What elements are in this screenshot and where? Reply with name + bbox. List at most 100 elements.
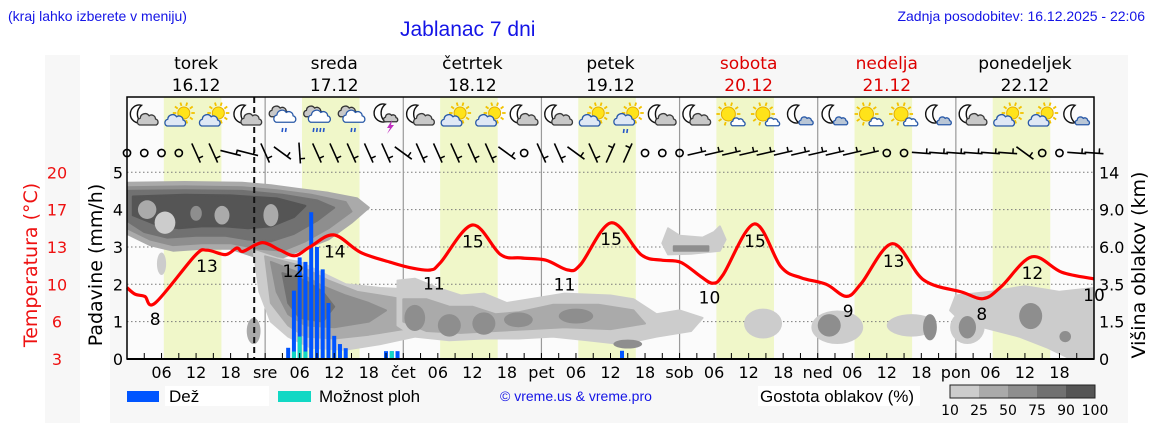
cloud-density-scale: 10 25 50 75 90 100 [941, 384, 1109, 419]
precip-tick-label: 0 [113, 350, 123, 369]
x-hour-label: 06 [704, 363, 724, 382]
x-hour-label: 12 [600, 363, 620, 382]
wind-barb-icon [929, 148, 949, 155]
cloud-density-spot [958, 316, 977, 339]
x-hour-label: 18 [635, 363, 655, 382]
wind-barb-icon [791, 146, 810, 156]
wind-barb-icon [536, 143, 549, 163]
cloud-density-spot [472, 312, 496, 335]
cloud-height-tick-label: 14 [1099, 163, 1119, 182]
copyright-link[interactable]: © vreme.us & vreme.pro [500, 388, 652, 404]
cloud-density-spot [923, 314, 937, 341]
temperature-axis-panel [45, 55, 80, 423]
cloud-density-spot [154, 211, 176, 234]
wind-barb-icon [329, 143, 342, 163]
density-swatch [1066, 385, 1095, 398]
wind-barb-icon [346, 143, 359, 163]
weather-icons-row [129, 102, 1091, 134]
day-name: četrtek [442, 54, 503, 74]
wind-barb-icon [432, 143, 446, 163]
x-hour-label: 06 [980, 363, 1000, 382]
moon-cloud-icon [544, 104, 574, 126]
cloud-density-spot [744, 308, 783, 339]
x-hour-label: 12 [1015, 363, 1035, 382]
day-name: sobota [720, 54, 778, 74]
moon-small-cloud-icon [1063, 104, 1091, 126]
temperature-tick-label: 3 [52, 350, 62, 369]
wind-barb-icon [808, 146, 828, 156]
moon-cloud-icon [958, 104, 988, 126]
temperature-tick-label: 10 [47, 275, 67, 294]
precipitation-bars [286, 212, 625, 359]
rain-bar [303, 261, 308, 359]
wind-barb-icon [450, 143, 463, 163]
wind-barb-icon [842, 146, 862, 156]
x-hour-label: 06 [566, 363, 586, 382]
shower-bar [291, 351, 296, 359]
cloud-height-tick-label: 1.5 [1099, 313, 1124, 332]
x-hour-label: 12 [186, 363, 206, 382]
temperature-value-label: 15 [600, 230, 622, 250]
wind-barb-icon [588, 143, 601, 163]
cloud-density-spot [156, 252, 167, 275]
rain-bar [326, 302, 331, 359]
temperature-value-label: 12 [283, 262, 305, 282]
wind-barb-icon [273, 146, 292, 160]
rain-bar [343, 348, 348, 359]
sun-small-cloud-icon [854, 102, 884, 127]
wind-calm-icon [519, 148, 529, 158]
density-swatch [979, 385, 1008, 398]
cloud-density-spot [404, 304, 426, 331]
x-hour-label: 06 [428, 363, 448, 382]
cloud-density-spot [558, 308, 594, 324]
cloud-density-spot [190, 205, 202, 221]
x-hour-label: 18 [220, 363, 240, 382]
rain-light-icon [268, 105, 297, 133]
density-label-box [758, 386, 920, 406]
shower-swatch [278, 391, 311, 402]
temperature-tick-label: 13 [47, 238, 67, 257]
temperature-value-label: 10 [699, 288, 721, 308]
wind-barb-icon [237, 149, 259, 157]
wind-barb-icon [739, 146, 759, 156]
rain-bar [297, 257, 302, 359]
x-hour-label: 06 [151, 363, 171, 382]
temperature-value-label: 8 [976, 305, 987, 325]
wind-barb-icon [1067, 148, 1087, 155]
density-step-label: 90 [1057, 403, 1075, 419]
sun-small-cloud-icon [716, 102, 746, 127]
x-hour-label: 18 [911, 363, 931, 382]
cloud-height-tick-label: 0 [1099, 350, 1109, 369]
wind-calm-icon [1037, 148, 1047, 158]
rain-bar [337, 344, 342, 359]
wind-barb-icon [1015, 146, 1034, 160]
moon-small-cloud-icon [821, 104, 849, 126]
wind-calm-icon [882, 148, 892, 158]
wind-barb-icon [497, 146, 516, 160]
temperature-tick-label: 6 [52, 313, 62, 332]
cloud-density-region [672, 245, 710, 252]
rain-swatch [127, 391, 159, 402]
sun-cloud-rain-icon [613, 102, 644, 134]
wind-barb-icon [467, 143, 480, 163]
sun-small-cloud-icon [889, 102, 919, 127]
wind-barbs-row [122, 142, 1104, 164]
wind-barb-icon [311, 143, 325, 163]
temperature-value-label: 11 [554, 275, 576, 295]
x-hour-label: 18 [1049, 363, 1069, 382]
x-hour-label: 12 [462, 363, 482, 382]
wind-calm-icon [640, 148, 650, 158]
sun-cloud-icon [993, 102, 1024, 127]
x-day-label: sre [253, 363, 277, 382]
sun-cloud-icon [475, 102, 506, 127]
precip-axis-title: Padavine (mm/h) [85, 184, 107, 347]
x-day-label: čet [391, 363, 416, 382]
x-day-label: ned [803, 363, 833, 382]
sun-cloud-icon [164, 102, 195, 127]
temperature-axis-title: Temperatura (°C) [20, 183, 42, 348]
rain-bar [620, 350, 625, 359]
density-step-label: 100 [1082, 403, 1109, 419]
wind-barb-icon [298, 142, 306, 164]
temperature-value-label: 12 [1022, 264, 1044, 284]
